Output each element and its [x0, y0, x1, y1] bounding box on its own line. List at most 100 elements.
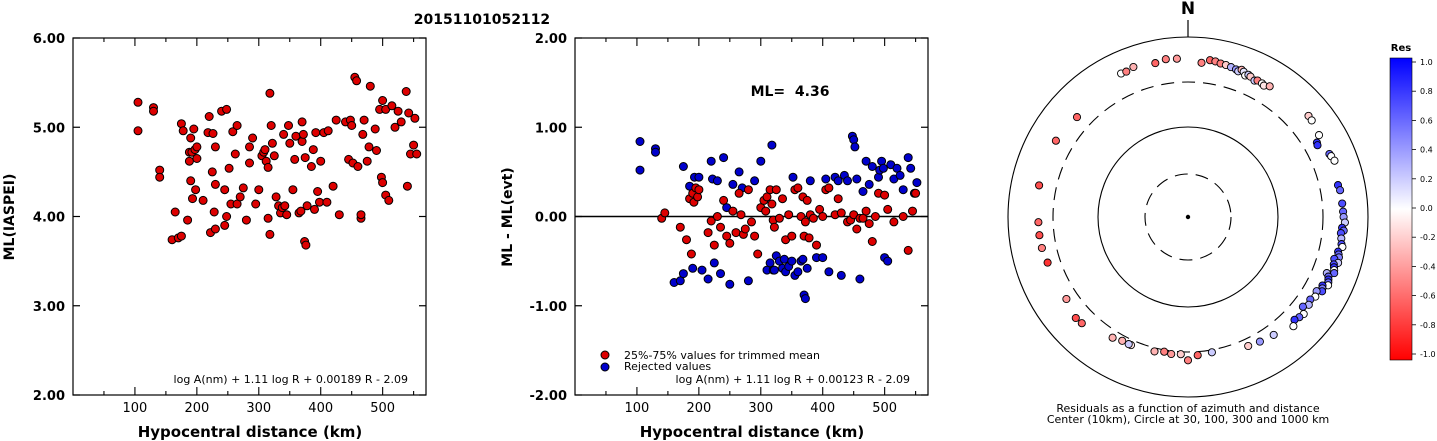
ml-point — [384, 195, 394, 205]
accepted-point — [731, 228, 741, 238]
azimuth-point — [1172, 54, 1181, 63]
panel-ml-ytick-label: 2.00 — [33, 389, 65, 404]
ml-point — [331, 115, 341, 125]
azimuth-point — [1108, 333, 1117, 342]
ml-point — [356, 210, 366, 220]
ml-point — [155, 172, 165, 182]
ml-point — [347, 121, 357, 130]
azimuth-point — [1313, 141, 1322, 150]
panel-ml-ylabel: ML(IASPEI) — [2, 174, 18, 261]
ml-point — [263, 162, 273, 172]
rejected-point — [849, 135, 859, 145]
accepted-point — [911, 188, 921, 198]
azimuth-point — [1289, 322, 1298, 331]
azimuth-point — [1150, 347, 1159, 356]
ml-point — [238, 183, 248, 193]
accepted-point — [716, 222, 725, 232]
rejected-point — [678, 269, 688, 279]
azimuth-point — [1062, 294, 1071, 304]
ml-point — [370, 124, 380, 134]
azimuth-point — [1269, 330, 1278, 339]
rejected-point — [703, 274, 713, 284]
rejected-point — [725, 279, 735, 289]
ml-point — [265, 229, 275, 239]
ml-point — [334, 210, 344, 220]
rejected-point — [706, 156, 716, 166]
accepted-point — [767, 199, 777, 209]
colorbar-tick-label: -0.2 — [1420, 233, 1436, 242]
panel-ml-ytick-label: 6.00 — [33, 32, 65, 47]
ml-point — [290, 154, 300, 164]
ml-point — [210, 224, 220, 234]
rejected-point — [635, 137, 645, 146]
rejected-point — [836, 270, 846, 280]
azimuth-point — [1160, 347, 1169, 356]
accepted-point — [804, 233, 814, 243]
rejected-point — [694, 172, 704, 182]
panel-residual-xtick-label: 500 — [872, 401, 897, 416]
colorbar-tick-label: -0.8 — [1420, 321, 1436, 330]
azimuth-point — [1167, 349, 1176, 359]
rejected-point — [883, 256, 893, 266]
accepted-point — [784, 210, 794, 220]
ml-point — [266, 121, 276, 130]
ml-point — [365, 81, 375, 91]
ml-point — [393, 106, 403, 116]
ml-point — [402, 181, 412, 191]
accepted-point — [864, 219, 874, 229]
azimuth-point — [1338, 199, 1347, 208]
ml-point — [306, 162, 316, 171]
accepted-point — [753, 249, 763, 259]
azimuth-point — [1298, 302, 1307, 311]
rejected-point — [716, 269, 725, 279]
accepted-point — [709, 240, 719, 250]
accepted-point — [725, 238, 735, 248]
panel-residual-formula: log A(nm) + 1.11 log R + 0.00123 R - 2.0… — [676, 373, 910, 386]
rejected-point — [878, 163, 888, 173]
azimuth-xlabel: Residuals as a function of azimuth and d… — [1056, 402, 1319, 415]
ml-point — [288, 185, 298, 195]
rejected-point — [843, 176, 852, 186]
azimuth-point — [1043, 258, 1052, 267]
panel-ml-xtick-label: 300 — [246, 401, 271, 416]
azimuth-caption: Center (10km), Circle at 30, 100, 300 an… — [1047, 413, 1329, 426]
ml-point — [390, 122, 400, 132]
rejected-point — [867, 162, 877, 171]
ml-point — [245, 142, 254, 152]
accepted-point — [867, 237, 877, 246]
colorbar-tick-label: 0.2 — [1420, 175, 1433, 184]
ml-point — [328, 181, 338, 191]
ml-point — [209, 207, 219, 217]
accepted-point — [787, 231, 797, 241]
ml-point — [296, 206, 306, 216]
ml-point — [192, 154, 202, 163]
rejected-point — [719, 153, 729, 163]
ring-100km — [1097, 126, 1279, 308]
ml-point — [222, 212, 232, 221]
ml-point — [186, 176, 196, 186]
legend: 25%-75% values for trimmed mean Rejected… — [600, 349, 820, 373]
ml-point — [230, 149, 240, 159]
ml-point — [184, 156, 194, 166]
rejected-point — [824, 267, 834, 277]
panel-residual-xtick-label: 300 — [748, 401, 773, 416]
panel-residual-xticks: 100 200 300 400 500 — [605, 38, 917, 416]
azimuth-point — [1118, 336, 1127, 345]
azimuth-point — [1072, 113, 1082, 122]
ml-point — [313, 187, 323, 196]
colorbar-ramp — [1389, 57, 1413, 361]
ml-point — [260, 145, 270, 155]
ml-point — [401, 87, 411, 96]
ml-point — [404, 108, 414, 118]
ml-point — [149, 106, 158, 116]
ml-point — [232, 121, 242, 130]
ml-point — [359, 115, 369, 125]
rejected-point — [898, 185, 908, 195]
ml-point — [387, 101, 397, 111]
colorbar-tick-label: 0.8 — [1420, 87, 1433, 96]
azimuth-point — [1176, 350, 1185, 359]
azimuth-point — [1207, 348, 1216, 357]
ml-point — [228, 127, 238, 137]
rejected-point — [635, 165, 645, 175]
accepted-point — [728, 206, 738, 216]
